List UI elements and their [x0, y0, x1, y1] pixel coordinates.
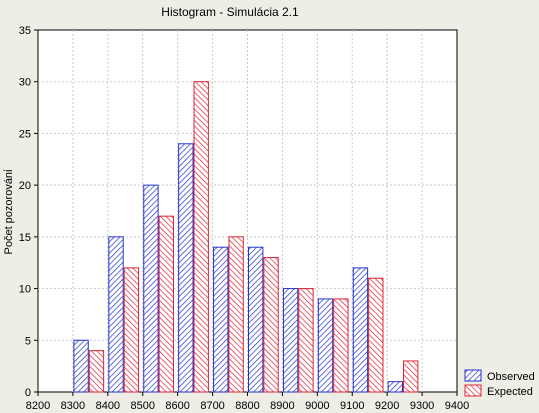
bar-observed-8600 [178, 143, 194, 393]
grid-lines [38, 30, 457, 392]
bar-observed-8500 [143, 184, 159, 393]
legend-swatch-expected [464, 384, 482, 397]
x-tick-label: 8500 [131, 400, 155, 412]
x-tick-label: 9100 [340, 400, 364, 412]
bar-expected-8800 [263, 257, 279, 393]
y-tick-label: 10 [19, 284, 31, 296]
bar-expected-9000 [333, 298, 349, 393]
bar-observed-8700 [213, 246, 229, 393]
x-tick-label: 8900 [270, 400, 294, 412]
bar-observed-9000 [317, 298, 334, 393]
y-tick-label: 35 [19, 25, 31, 37]
y-axis: 0 5 10 15 20 25 30 35 [19, 25, 38, 399]
legend-label-observed: Observed [487, 371, 535, 383]
bar-observed-8300 [73, 339, 89, 393]
y-tick-label: 5 [25, 335, 31, 347]
x-tick-label: 9200 [375, 400, 399, 412]
bar-observed-8400 [108, 236, 124, 393]
x-tick-label: 8600 [165, 400, 189, 412]
x-tick-label: 8300 [61, 400, 85, 412]
bar-expected-8400 [123, 267, 140, 393]
x-tick-label: 8200 [26, 400, 50, 412]
bar-expected-9100 [368, 277, 384, 393]
bar-expected-8300 [88, 350, 105, 393]
y-tick-label: 30 [19, 77, 31, 89]
x-axis: 8200 8300 8400 8500 8600 8700 8800 8900 9000 9100… [26, 392, 469, 412]
x-tick-label: 8800 [235, 400, 259, 412]
chart-title: Histogram - Simulácia 2.1 [161, 5, 299, 19]
x-tick-label: 8700 [200, 400, 224, 412]
x-tick-label: 9000 [305, 400, 329, 412]
legend-swatch-observed [464, 369, 482, 382]
bar-observed-8800 [248, 246, 264, 393]
x-tick-label: 8400 [96, 400, 120, 412]
y-tick-label: 15 [19, 232, 31, 244]
bar-expected-8900 [298, 288, 314, 393]
y-tick-label: 20 [19, 180, 31, 192]
y-axis-label: Počet pozorovánί [3, 169, 15, 255]
bar-expected-8500 [158, 215, 174, 393]
bar-expected-8700 [228, 236, 244, 393]
bar-observed-9200 [387, 381, 404, 393]
y-tick-label: 0 [25, 387, 31, 399]
bar-observed-8900 [282, 288, 299, 393]
bars [73, 81, 419, 393]
bar-expected-9200 [403, 360, 419, 393]
y-tick-label: 25 [19, 128, 31, 140]
x-tick-label: 9300 [410, 400, 434, 412]
legend-label-expected: Expected [487, 386, 533, 398]
x-tick-label: 9400 [445, 400, 469, 412]
legend: Observed Expected [464, 369, 535, 398]
bar-expected-8600 [193, 81, 209, 393]
bar-observed-9100 [352, 267, 369, 393]
